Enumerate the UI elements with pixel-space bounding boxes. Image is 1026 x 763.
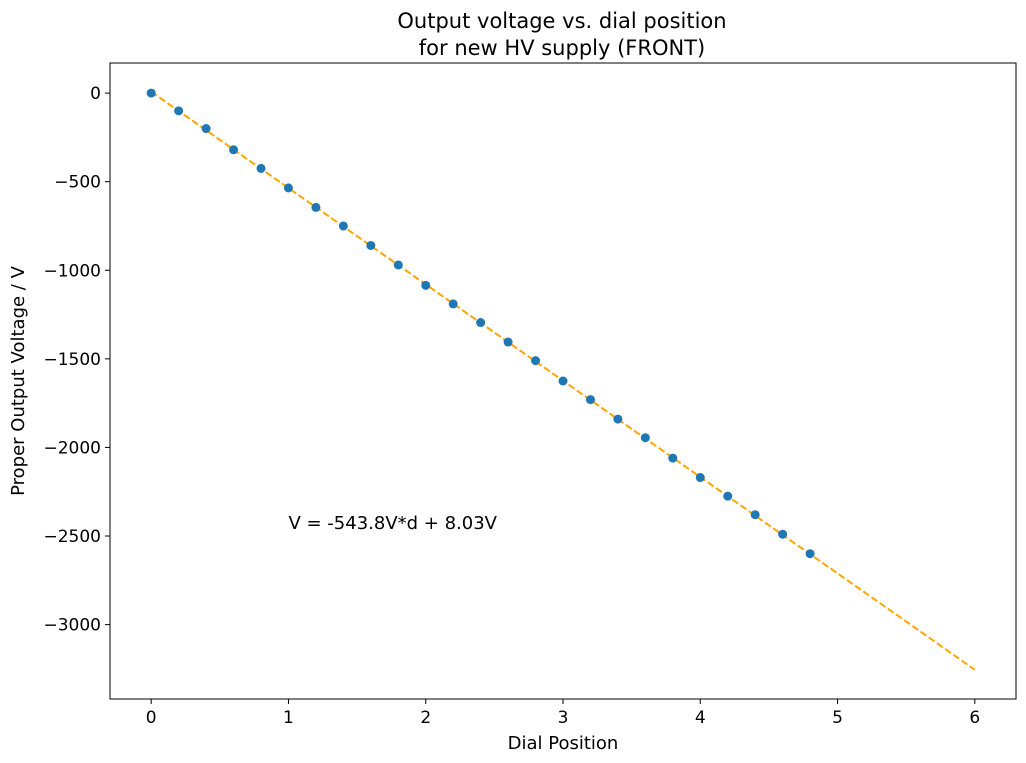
x-tick-label: 4 xyxy=(695,708,706,728)
y-tick-label: 0 xyxy=(90,84,101,104)
x-tick-label: 5 xyxy=(832,708,843,728)
data-point xyxy=(476,318,486,328)
y-axis-label: Proper Output Voltage / V xyxy=(8,265,29,495)
data-point xyxy=(393,260,403,270)
data-point xyxy=(723,491,733,501)
data-point xyxy=(668,453,678,463)
data-point xyxy=(283,183,293,193)
data-point xyxy=(585,395,595,405)
data-point xyxy=(778,529,788,539)
x-axis-ticks: 0 1 2 3 4 5 6 xyxy=(146,699,980,728)
y-tick-label: −1500 xyxy=(43,350,101,370)
x-tick-label: 1 xyxy=(283,708,294,728)
data-point xyxy=(640,433,650,443)
x-tick-label: 3 xyxy=(558,708,569,728)
data-point xyxy=(558,376,568,386)
data-point xyxy=(338,221,348,231)
data-point xyxy=(256,163,266,173)
y-tick-label: −1000 xyxy=(43,261,101,281)
data-point xyxy=(421,280,431,290)
y-tick-label: −3000 xyxy=(43,616,101,636)
y-tick-label: −500 xyxy=(54,173,101,193)
data-point xyxy=(311,202,321,212)
data-point xyxy=(174,106,184,116)
data-point xyxy=(448,299,458,309)
data-point xyxy=(750,510,760,520)
y-tick-label: −2000 xyxy=(43,438,101,458)
data-point xyxy=(613,414,623,424)
x-tick-label: 2 xyxy=(420,708,431,728)
data-point xyxy=(146,88,156,98)
x-axis-label: Dial Position xyxy=(508,733,619,754)
data-point xyxy=(503,337,513,347)
data-point xyxy=(531,356,541,366)
data-point xyxy=(805,549,815,559)
chart-title-line2: for new HV supply (FRONT) xyxy=(419,36,705,60)
y-tick-label: −2500 xyxy=(43,527,101,547)
x-tick-label: 6 xyxy=(969,708,980,728)
chart-title-line1: Output voltage vs. dial position xyxy=(397,9,726,33)
y-axis-ticks: 0 −500 −1000 −1500 −2000 −2500 −3000 xyxy=(43,84,110,636)
data-point xyxy=(695,473,705,483)
data-point xyxy=(366,240,376,250)
data-points-layer xyxy=(146,88,815,559)
data-point xyxy=(229,145,239,155)
data-point xyxy=(201,124,211,134)
x-tick-label: 0 xyxy=(146,708,157,728)
fit-equation-annotation: V = -543.8V*d + 8.03V xyxy=(288,513,497,534)
